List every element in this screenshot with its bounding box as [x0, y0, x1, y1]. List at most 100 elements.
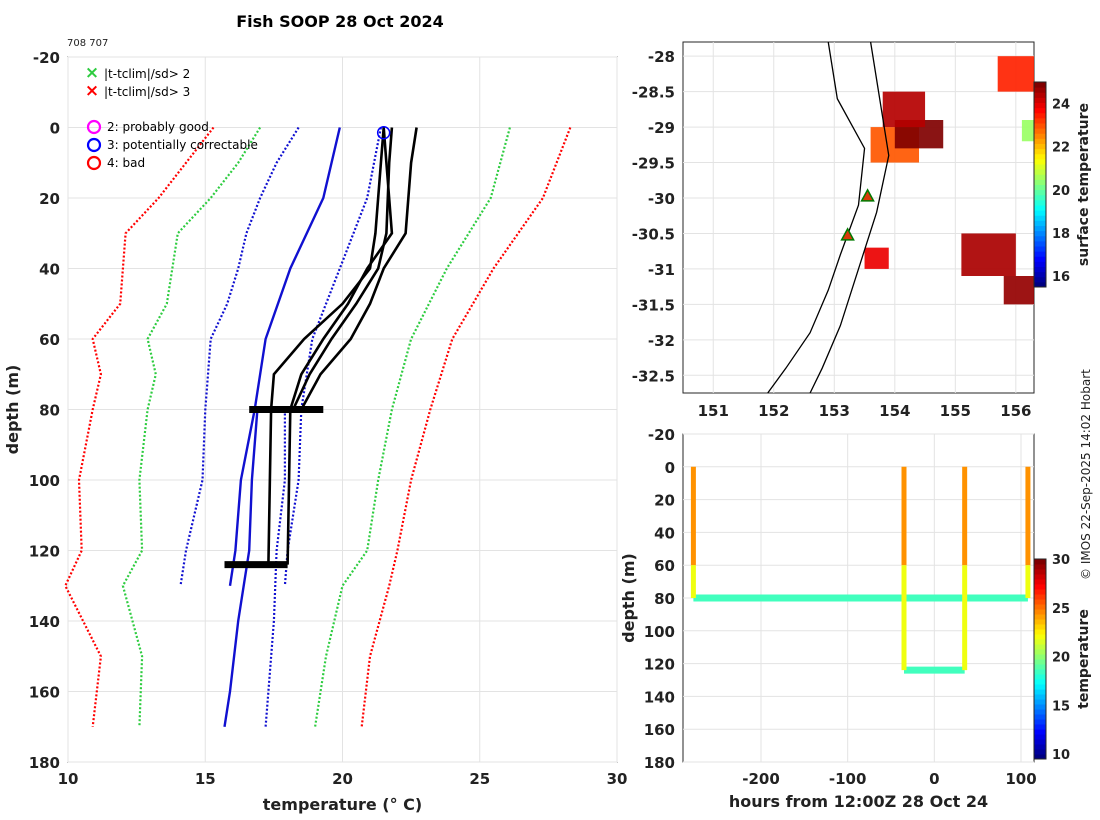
map-colorbar-band — [1034, 220, 1046, 226]
map-ytick-label: -31.5 — [632, 296, 675, 314]
map-frame — [682, 41, 1035, 394]
map-colorbar-band — [1034, 128, 1046, 134]
time-depth-ylabel: depth (m) — [619, 553, 638, 643]
time-depth-colorbar-band — [1034, 694, 1046, 700]
map-colorbar-frame — [1033, 81, 1047, 288]
profile-series-profile-4 — [286, 127, 394, 565]
map-ytick-label: -31 — [648, 261, 675, 279]
map-colorbar-band — [1034, 102, 1046, 109]
time-depth-colorbar-tick: 25 — [1052, 602, 1070, 617]
profile-ytick-label: 60 — [39, 331, 60, 349]
profile-series-clim-3sd-low — [64, 126, 215, 727]
map-colorbar-band — [1034, 179, 1046, 185]
time-depth-colorbar-tick: 15 — [1052, 699, 1070, 714]
map-colorbar-band — [1034, 92, 1046, 98]
map-sst-patch — [1021, 120, 1034, 142]
time-depth-colorbar-band — [1034, 709, 1046, 715]
time-depth-colorbar-band — [1034, 684, 1046, 690]
map-colorbar-tick: 20 — [1052, 184, 1070, 199]
profile-ytick-label: 40 — [39, 261, 60, 279]
time-depth-colorbar-band — [1034, 689, 1046, 695]
time-depth-colorbar-band — [1034, 664, 1046, 670]
time-depth-colorbar-band — [1034, 639, 1046, 645]
profile-series-clim-mean — [228, 127, 341, 586]
time-depth-colorbar-band — [1034, 559, 1046, 565]
legend-qc-marker — [86, 137, 102, 153]
profile-ytick-label: 0 — [50, 120, 60, 138]
legend-flag-marker: × — [85, 81, 99, 101]
map-colorbar-band — [1034, 246, 1046, 252]
time-depth-colorbar-band — [1034, 649, 1046, 655]
time-depth-ytick-label: -20 — [648, 426, 675, 444]
time-depth-xlabel: hours from 12:00Z 28 Oct 24 — [729, 792, 988, 811]
time-depth-colorbar-band — [1034, 754, 1046, 760]
profile-legend: × |t-tclim|/sd> 2 × |t-tclim|/sd> 3 2: proba… — [85, 63, 258, 171]
map-station-marker — [860, 188, 875, 202]
map-colorbar-band — [1034, 210, 1046, 216]
profile-series-profile-1 — [291, 127, 394, 411]
profile-series-clim-3sd-high — [360, 127, 572, 727]
map-colorbar-band — [1034, 123, 1046, 129]
time-depth-xtick-label: -200 — [742, 770, 780, 788]
surface-start-circle — [376, 126, 391, 140]
map-sst-patch — [882, 91, 926, 128]
profile-xtick-label: 25 — [469, 770, 490, 788]
map-colorbar-band — [1034, 87, 1046, 93]
map-colorbar-tick: 22 — [1052, 141, 1070, 156]
time-depth-ytick-label: 40 — [654, 524, 675, 542]
map-ytick-label: -32 — [648, 332, 675, 350]
map-xtick-label: 156 — [1000, 402, 1031, 420]
time-depth-colorbar-band — [1034, 624, 1046, 630]
profile-ytick-label: 140 — [29, 613, 60, 631]
map-coastline — [767, 41, 866, 394]
map-ytick-label: -30.5 — [632, 225, 675, 243]
map-ytick-label: -29.5 — [632, 155, 675, 173]
map-colorbar-band — [1034, 240, 1046, 247]
legend-qc-marker — [86, 155, 102, 171]
profile-series-clim-2sd-low — [121, 126, 262, 727]
map-xtick-label: 154 — [879, 402, 910, 420]
map-colorbar-band — [1034, 230, 1046, 237]
map-ytick-label: -28.5 — [632, 84, 675, 102]
map-colorbar-band — [1034, 169, 1046, 175]
time-depth-colorbar-tick: 10 — [1052, 748, 1070, 763]
time-depth-colorbar-band — [1034, 659, 1046, 665]
time-depth-xtick-label: 100 — [1005, 770, 1036, 788]
profile-ytick-label: -20 — [33, 49, 60, 67]
profile-series-profile-2 — [300, 127, 418, 411]
map-colorbar-tick: 16 — [1052, 270, 1070, 285]
map-colorbar-band — [1034, 138, 1046, 144]
time-depth-colorbar-band — [1034, 719, 1046, 725]
profile-ytick-label: 100 — [29, 472, 60, 490]
time-depth-colorbar-band — [1034, 634, 1046, 640]
map-colorbar-band — [1034, 276, 1046, 283]
time-depth-ytick-label: 100 — [644, 623, 675, 641]
map-ytick-label: -28 — [648, 48, 675, 66]
map-sst-patch — [997, 56, 1034, 92]
map-colorbar-band — [1034, 281, 1046, 288]
map-colorbar-band — [1034, 256, 1046, 262]
time-depth-colorbar-band — [1034, 564, 1046, 570]
map-colorbar-tick: 24 — [1052, 98, 1070, 113]
map-ytick-label: -29 — [648, 119, 675, 137]
time-depth-colorbar-band — [1034, 724, 1046, 730]
profile-xtick-label: 10 — [58, 770, 79, 788]
time-depth-colorbar-band — [1034, 699, 1046, 705]
map-colorbar-band — [1034, 82, 1046, 88]
copyright-text: © IMOS 22-Sep-2025 14:02 Hobart — [1079, 369, 1093, 580]
map-xtick-label: 151 — [698, 402, 729, 420]
time-depth-colorbar-band — [1034, 714, 1046, 720]
profile-series-clim-1sd-deep — [264, 409, 286, 727]
profile-series-clim-mean-deep — [223, 409, 259, 727]
time-depth-colorbar-band — [1034, 589, 1046, 595]
time-depth-ytick-label: 20 — [654, 492, 675, 510]
map-colorbar-band — [1034, 261, 1046, 267]
time-depth-ytick-label: 120 — [644, 656, 675, 674]
map-colorbar-band — [1034, 133, 1046, 139]
legend-qc-label: 3: potentially correctable — [107, 138, 258, 152]
time-depth-colorbar-band — [1034, 629, 1046, 635]
time-depth-xtick-label: -100 — [829, 770, 867, 788]
time-depth-colorbar-band — [1034, 674, 1046, 680]
legend-flag-label: |t-tclim|/sd> 3 — [104, 85, 190, 99]
map-sst-patch — [864, 247, 889, 269]
